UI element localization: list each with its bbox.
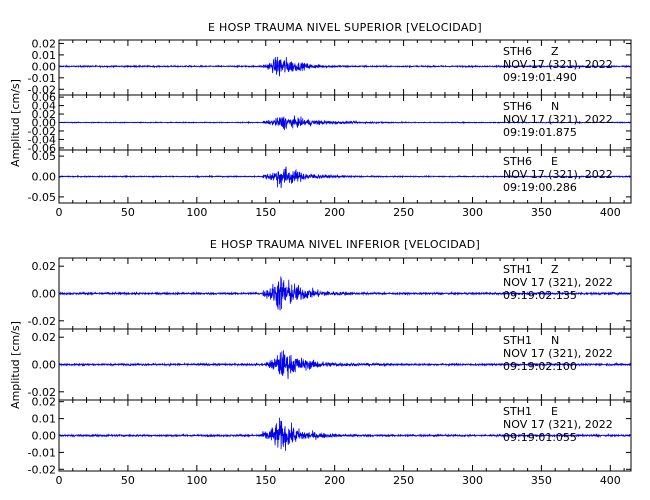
y-tick-label: 0.00	[32, 117, 57, 130]
record-date: NOV 17 (321), 2022	[503, 347, 613, 360]
x-tick-label: 200	[324, 206, 345, 219]
y-tick-label: 0.00	[32, 171, 57, 184]
station-name: STH1	[503, 263, 532, 276]
waveform-line	[58, 166, 632, 189]
waveform-line	[58, 417, 632, 451]
record-time: 09:19:02.100	[503, 360, 577, 373]
y-axis-label: Amplitud [cm/s]	[9, 79, 22, 167]
y-tick-label: -0.02	[28, 463, 56, 476]
y-tick-label: 0.00	[32, 288, 57, 301]
panel-nivel-inferior: E HOSP TRAUMA NIVEL INFERIOR [VELOCIDAD]…	[9, 238, 632, 487]
waveform-line	[58, 276, 632, 311]
panel-title: E HOSP TRAUMA NIVEL INFERIOR [VELOCIDAD]	[210, 238, 480, 251]
y-tick-label: 0.02	[32, 37, 57, 50]
y-tick-label: 0.05	[32, 150, 57, 163]
y-tick-label: -0.02	[28, 83, 56, 96]
y-tick-label: 0.00	[32, 60, 57, 73]
y-tick-label: -0.01	[28, 446, 56, 459]
record-time: 09:19:02.135	[503, 289, 577, 302]
component-label: Z	[551, 45, 559, 58]
component-label: N	[551, 100, 559, 113]
x-tick-label: 100	[186, 474, 207, 487]
y-tick-label: -0.04	[28, 133, 56, 146]
y-tick-label: -0.02	[28, 315, 56, 328]
record-date: NOV 17 (321), 2022	[503, 418, 613, 431]
record-date: NOV 17 (321), 2022	[503, 276, 613, 289]
y-axis-label: Amplitud [cm/s]	[9, 321, 22, 409]
x-tick-label: 0	[56, 206, 63, 219]
y-tick-label: 0.00	[32, 359, 57, 372]
y-tick-label: -0.06	[28, 142, 56, 155]
y-tick-label: 0.02	[32, 396, 57, 409]
x-tick-label: 0	[56, 474, 63, 487]
x-tick-label: 100	[186, 206, 207, 219]
component-label: E	[551, 155, 558, 168]
x-tick-label: 300	[462, 206, 483, 219]
x-tick-label: 200	[324, 474, 345, 487]
y-tick-label: -0.05	[28, 191, 56, 204]
x-tick-label: 300	[462, 474, 483, 487]
y-tick-label: 0.00	[32, 430, 57, 443]
record-time: 09:19:00.286	[503, 181, 577, 194]
y-tick-label: 0.04	[32, 100, 57, 113]
y-tick-label: 0.02	[32, 331, 57, 344]
y-tick-label: 0.02	[32, 108, 57, 121]
x-tick-label: 400	[600, 474, 621, 487]
panel-title: E HOSP TRAUMA NIVEL SUPERIOR [VELOCIDAD]	[208, 21, 482, 34]
record-date: NOV 17 (321), 2022	[503, 113, 613, 126]
x-tick-label: 250	[393, 474, 414, 487]
trace-sth6-n: 0.060.040.020.00-0.02-0.04-0.06 STH6 NNOV …	[28, 91, 632, 155]
y-tick-label: 0.02	[32, 260, 57, 273]
waveform-line	[58, 350, 632, 380]
y-tick-label: -0.02	[28, 386, 56, 399]
component-label: Z	[551, 263, 559, 276]
y-tick-label: -0.02	[28, 125, 56, 138]
station-name: STH1	[503, 334, 532, 347]
y-tick-label: 0.01	[32, 413, 57, 426]
x-tick-label: 350	[531, 474, 552, 487]
station-name: STH1	[503, 405, 532, 418]
x-tick-label: 250	[393, 206, 414, 219]
waveform-line	[58, 56, 632, 77]
panel-nivel-superior: E HOSP TRAUMA NIVEL SUPERIOR [VELOCIDAD]…	[9, 21, 632, 219]
x-tick-label: 50	[121, 206, 135, 219]
record-time: 09:19:01.490	[503, 71, 577, 84]
x-tick-label: 150	[255, 206, 276, 219]
x-tick-label: 50	[121, 474, 135, 487]
x-tick-label: 400	[600, 206, 621, 219]
waveform-line	[58, 115, 632, 131]
record-time: 09:19:01.875	[503, 126, 577, 139]
component-label: E	[551, 405, 558, 418]
x-tick-label: 150	[255, 474, 276, 487]
y-tick-label: 0.06	[32, 91, 57, 104]
record-date: NOV 17 (321), 2022	[503, 168, 613, 181]
station-name: STH6	[503, 100, 532, 113]
station-name: STH6	[503, 45, 532, 58]
station-name: STH6	[503, 155, 532, 168]
x-tick-label: 350	[531, 206, 552, 219]
record-time: 09:19:01.055	[503, 431, 577, 444]
component-label: N	[551, 334, 559, 347]
record-date: NOV 17 (321), 2022	[503, 58, 613, 71]
y-tick-label: -0.01	[28, 72, 56, 85]
y-tick-label: 0.01	[32, 49, 57, 62]
